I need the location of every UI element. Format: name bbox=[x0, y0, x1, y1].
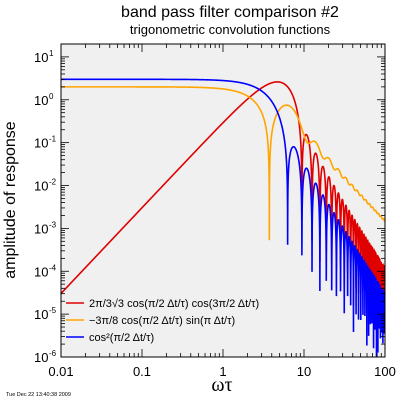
y-axis-label: amplitude of response bbox=[2, 121, 19, 279]
y-tick-exponent: -1 bbox=[49, 135, 57, 144]
legend-label: −3π/8 cos(π/2 Δt/τ) sin(π Δt/τ) bbox=[89, 315, 235, 327]
y-tick-exponent: -5 bbox=[49, 306, 57, 315]
legend-item-1: 2π/3√3 cos(π/2 Δt/τ) cos(3π/2 Δt/τ) bbox=[66, 298, 259, 310]
series-line-1 bbox=[61, 81, 385, 332]
y-tick-base: 10 bbox=[34, 350, 48, 365]
series-line-2 bbox=[61, 86, 385, 241]
y-tick-label: 10 -2 bbox=[34, 178, 57, 194]
x-tick-labels: 0.01 0.1 1 10 100 bbox=[48, 364, 396, 379]
y-tick-base: 10 bbox=[34, 93, 48, 108]
legend-item-3: cos²(π/2 Δt/τ) bbox=[66, 332, 154, 344]
y-tick-label: 10 1 bbox=[34, 49, 54, 65]
timestamp: Tue Dec 22 13:40:38 2009 bbox=[6, 392, 71, 398]
axis-ticks bbox=[60, 43, 385, 358]
y-tick-exponent: -2 bbox=[49, 178, 57, 187]
series-line-3 bbox=[61, 78, 385, 357]
y-tick-exponent: 0 bbox=[49, 92, 54, 101]
x-tick-label: 10 bbox=[297, 364, 311, 379]
y-tick-base: 10 bbox=[34, 264, 48, 279]
chart-subtitle: trigonometric convolution functions bbox=[130, 22, 331, 37]
y-tick-base: 10 bbox=[34, 221, 48, 236]
legend: 2π/3√3 cos(π/2 Δt/τ) cos(3π/2 Δt/τ) −3π/8… bbox=[66, 298, 259, 344]
y-tick-label: 10 -6 bbox=[34, 349, 57, 365]
x-tick-label: 1 bbox=[219, 364, 226, 379]
y-tick-base: 10 bbox=[34, 136, 48, 151]
y-tick-exponent: -4 bbox=[49, 263, 57, 272]
y-tick-label: 10 -3 bbox=[34, 220, 57, 236]
y-tick-base: 10 bbox=[34, 179, 48, 194]
y-tick-exponent: -3 bbox=[49, 220, 57, 229]
y-tick-label: 10 -5 bbox=[34, 306, 57, 322]
legend-item-2: −3π/8 cos(π/2 Δt/τ) sin(π Δt/τ) bbox=[66, 315, 235, 327]
y-tick-base: 10 bbox=[34, 307, 48, 322]
y-tick-exponent: 1 bbox=[49, 49, 54, 58]
y-tick-label: 10 -1 bbox=[34, 135, 57, 151]
curves-layer bbox=[61, 78, 385, 357]
y-tick-label: 10 0 bbox=[34, 92, 54, 108]
x-tick-label: 100 bbox=[374, 364, 396, 379]
y-tick-exponent: -6 bbox=[49, 349, 57, 358]
x-tick-label: 0.1 bbox=[133, 364, 151, 379]
x-tick-label: 0.01 bbox=[48, 364, 73, 379]
legend-label: cos²(π/2 Δt/τ) bbox=[89, 332, 154, 344]
x-axis-label: ωτ bbox=[211, 374, 232, 396]
chart-title: band pass filter comparison #2 bbox=[121, 4, 339, 21]
y-tick-base: 10 bbox=[34, 50, 48, 65]
y-tick-label: 10 -4 bbox=[34, 263, 57, 279]
legend-label: 2π/3√3 cos(π/2 Δt/τ) cos(3π/2 Δt/τ) bbox=[89, 298, 259, 310]
